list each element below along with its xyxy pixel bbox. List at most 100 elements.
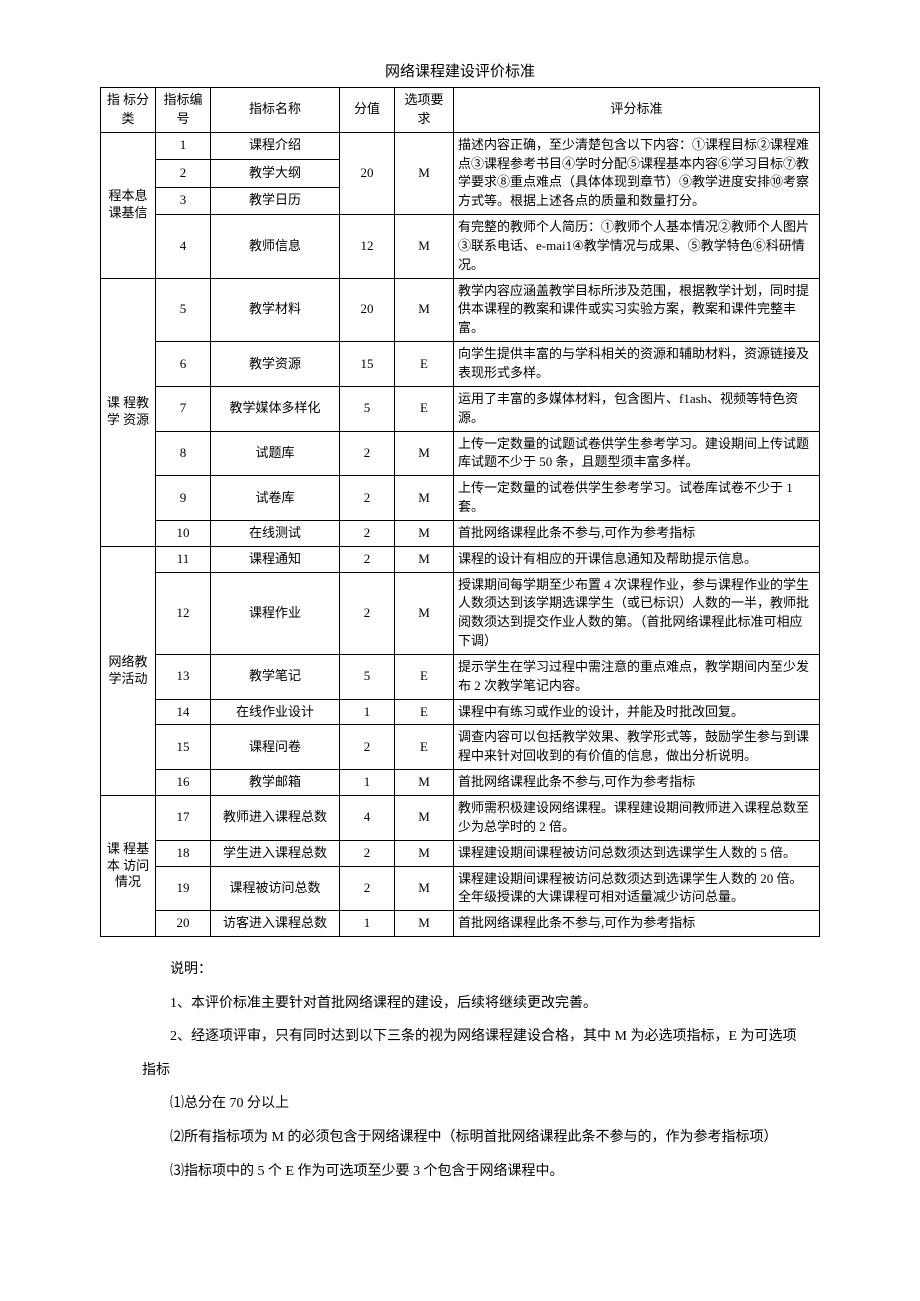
name-cell: 在线测试 [211,520,340,546]
opt-cell: M [395,770,454,796]
score-cell: 2 [340,546,395,572]
table-row: 12 课程作业 2 M 授课期间每学期至少布置 4 次课程作业，参与课程作业的学… [101,572,820,654]
num-cell: 15 [156,725,211,770]
criteria-table: 指 标分类 指标编号 指标名称 分值 选项要求 评分标准 程本息课基信 1 课程… [100,87,820,937]
score-cell: 2 [340,866,395,911]
note-sub-1: ⑴总分在 70 分以上 [170,1087,820,1121]
crit-cell: 授课期间每学期至少布置 4 次课程作业，参与课程作业的学生人数须达到该学期选课学… [454,572,820,654]
table-row: 课 程基 本 访问情况 17 教师进入课程总数 4 M 教师需积极建设网络课程。… [101,796,820,841]
table-row: 10 在线测试 2 M 首批网络课程此条不参与,可作为参考指标 [101,520,820,546]
num-cell: 4 [156,215,211,279]
name-cell: 教学邮箱 [211,770,340,796]
crit-cell: 有完整的教师个人简历：①教师个人基本情况②教师个人图片③联系电话、e-mai1④… [454,215,820,279]
opt-cell: M [395,840,454,866]
num-cell: 7 [156,386,211,431]
table-row: 4 教师信息 12 M 有完整的教师个人简历：①教师个人基本情况②教师个人图片③… [101,215,820,279]
name-cell: 访客进入课程总数 [211,911,340,937]
crit-cell: 首批网络课程此条不参与,可作为参考指标 [454,520,820,546]
opt-cell: M [395,132,454,214]
opt-cell: M [395,546,454,572]
table-row: 课 程教 学 资源 5 教学材料 20 M 教学内容应涵盖教学目标所涉及范围，根… [101,278,820,342]
opt-cell: M [395,431,454,476]
crit-cell: 课程的设计有相应的开课信息通知及帮助提示信息。 [454,546,820,572]
header-row: 指 标分类 指标编号 指标名称 分值 选项要求 评分标准 [101,88,820,133]
name-cell: 教学日历 [211,187,340,214]
crit-cell: 教师需积极建设网络课程。课程建设期间教师进入课程总数至少为总学时的 2 倍。 [454,796,820,841]
score-cell: 12 [340,215,395,279]
name-cell: 学生进入课程总数 [211,840,340,866]
name-cell: 试题库 [211,431,340,476]
category-cell: 网络教学活动 [101,546,156,795]
notes-section: 说明： 1、本评价标准主要针对首批网络课程的建设，后续将继续更改完善。 2、经逐… [100,953,820,1188]
table-row: 18 学生进入课程总数 2 M 课程建设期间课程被访问总数须达到选课学生人数的 … [101,840,820,866]
score-cell: 2 [340,520,395,546]
category-cell: 课 程基 本 访问情况 [101,796,156,937]
name-cell: 教学笔记 [211,654,340,699]
table-row: 20 访客进入课程总数 1 M 首批网络课程此条不参与,可作为参考指标 [101,911,820,937]
table-row: 9 试卷库 2 M 上传一定数量的试卷供学生参考学习。试卷库试卷不少于 1 套。 [101,476,820,521]
crit-cell: 教学内容应涵盖教学目标所涉及范围，根据教学计划，同时提供本课程的教案和课件或实习… [454,278,820,342]
score-cell: 15 [340,342,395,387]
name-cell: 课程作业 [211,572,340,654]
score-cell: 20 [340,132,395,214]
table-row: 6 教学资源 15 E 向学生提供丰富的与学科相关的资源和辅助材料，资源链接及表… [101,342,820,387]
score-cell: 5 [340,654,395,699]
th-criteria: 评分标准 [454,88,820,133]
table-row: 8 试题库 2 M 上传一定数量的试题试卷供学生参考学习。建设期间上传试题库试题… [101,431,820,476]
page-title: 网络课程建设评价标准 [100,60,820,81]
table-row: 程本息课基信 1 课程介绍 20 M 描述内容正确，至少清楚包含以下内容：①课程… [101,132,820,159]
num-cell: 3 [156,187,211,214]
opt-cell: E [395,699,454,725]
num-cell: 13 [156,654,211,699]
name-cell: 课程被访问总数 [211,866,340,911]
score-cell: 2 [340,431,395,476]
score-cell: 1 [340,911,395,937]
crit-cell: 首批网络课程此条不参与,可作为参考指标 [454,911,820,937]
score-cell: 2 [340,476,395,521]
score-cell: 2 [340,725,395,770]
opt-cell: M [395,572,454,654]
note-sub-3: ⑶指标项中的 5 个 E 作为可选项至少要 3 个包含于网络课程中。 [170,1155,820,1189]
th-score: 分值 [340,88,395,133]
th-category: 指 标分类 [101,88,156,133]
name-cell: 教师信息 [211,215,340,279]
category-cell: 课 程教 学 资源 [101,278,156,546]
crit-cell: 上传一定数量的试题试卷供学生参考学习。建设期间上传试题库试题不少于 50 条，且… [454,431,820,476]
table-row: 7 教学媒体多样化 5 E 运用了丰富的多媒体材料，包含图片、f1ash、视频等… [101,386,820,431]
num-cell: 20 [156,911,211,937]
crit-cell: 描述内容正确，至少清楚包含以下内容：①课程目标②课程难点③课程参考书目④学时分配… [454,132,820,214]
note-1: 1、本评价标准主要针对首批网络课程的建设，后续将继续更改完善。 [170,987,820,1021]
name-cell: 课程通知 [211,546,340,572]
name-cell: 课程介绍 [211,132,340,159]
opt-cell: E [395,342,454,387]
notes-label: 说明： [170,953,820,987]
num-cell: 12 [156,572,211,654]
crit-cell: 课程中有练习或作业的设计，并能及时批改回复。 [454,699,820,725]
crit-cell: 运用了丰富的多媒体材料，包含图片、f1ash、视频等特色资源。 [454,386,820,431]
opt-cell: M [395,911,454,937]
name-cell: 教师进入课程总数 [211,796,340,841]
num-cell: 18 [156,840,211,866]
crit-cell: 提示学生在学习过程中需注意的重点难点，教学期间内至少发布 2 次教学笔记内容。 [454,654,820,699]
opt-cell: M [395,476,454,521]
name-cell: 教学材料 [211,278,340,342]
opt-cell: M [395,520,454,546]
category-cell: 程本息课基信 [101,132,156,278]
table-row: 网络教学活动 11 课程通知 2 M 课程的设计有相应的开课信息通知及帮助提示信… [101,546,820,572]
num-cell: 2 [156,160,211,187]
crit-cell: 课程建设期间课程被访问总数须达到选课学生人数的 5 倍。 [454,840,820,866]
crit-cell: 调查内容可以包括教学效果、教学形式等，鼓励学生参与到课程中来针对回收到的有价值的… [454,725,820,770]
crit-cell: 课程建设期间课程被访问总数须达到选课学生人数的 20 倍。全年级授课的大课课程可… [454,866,820,911]
score-cell: 2 [340,840,395,866]
score-cell: 5 [340,386,395,431]
note-2b: 指标 [142,1054,820,1088]
num-cell: 19 [156,866,211,911]
score-cell: 1 [340,699,395,725]
opt-cell: E [395,386,454,431]
table-row: 14 在线作业设计 1 E 课程中有练习或作业的设计，并能及时批改回复。 [101,699,820,725]
name-cell: 教学资源 [211,342,340,387]
num-cell: 17 [156,796,211,841]
num-cell: 1 [156,132,211,159]
score-cell: 1 [340,770,395,796]
num-cell: 16 [156,770,211,796]
